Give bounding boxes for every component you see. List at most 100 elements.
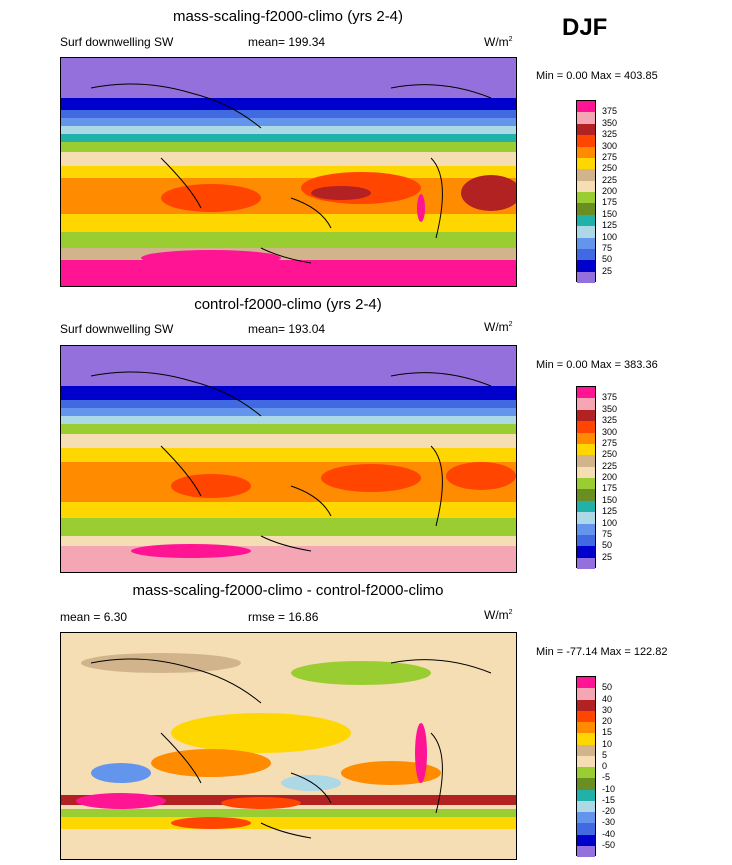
panel-2-minmax-label: Min = 0.00 Max = 383.36 [536, 359, 658, 371]
colorbar-tick-label: -15 [602, 794, 616, 805]
colorbar-tick-label: 300 [602, 140, 618, 151]
colorbar-tick-label: 40 [602, 693, 613, 704]
colorbar-swatch [577, 101, 595, 113]
colorbar-swatch [577, 557, 595, 569]
colorbar-tick-label: 50 [602, 254, 613, 265]
colorbar-tick-label: 100 [602, 231, 618, 242]
colorbar-tick-label: 0 [602, 761, 608, 771]
colorbar-swatch [577, 271, 595, 283]
panel-3-title: mass-scaling-f2000-climo - control-f2000… [132, 582, 444, 599]
colorbar-swatch [577, 455, 595, 467]
colorbar-tick-label: 350 [602, 403, 618, 414]
colorbar-swatch [577, 800, 595, 812]
colorbar-swatch [577, 489, 595, 501]
colorbar-tick-label: 150 [602, 494, 618, 505]
colorbar-tick-label: 50 [602, 682, 613, 693]
colorbar-swatch [577, 834, 595, 846]
colorbar-tick-label: -10 [602, 783, 616, 794]
colorbar-swatch [577, 226, 595, 238]
colorbar-tick-label: 50 [602, 540, 613, 551]
colorbar-tick-label: -30 [602, 817, 616, 828]
season-label: DJF [562, 14, 608, 41]
panel-1-mean-label: mean= 199.34 [248, 35, 326, 49]
colorbar-tick-label: 125 [602, 506, 618, 517]
colorbar-swatch [577, 546, 595, 558]
colorbar-tick-label: 300 [602, 426, 618, 437]
colorbar-swatch [577, 203, 595, 215]
colorbar-tick-label: 250 [602, 449, 618, 460]
colorbar-tick-label: -20 [602, 806, 616, 816]
panel-2-units-label: W/m2 [484, 320, 513, 334]
colorbar-tick-label: 30 [602, 704, 613, 715]
colorbar-swatch [577, 722, 595, 734]
colorbar-tick-label: 275 [602, 151, 618, 162]
colorbar-tick-label: 75 [602, 242, 613, 253]
colorbar-swatch [577, 710, 595, 722]
colorbar-tick-label: 250 [602, 163, 618, 174]
colorbar-tick-label: 75 [602, 528, 613, 539]
colorbar-swatch [577, 733, 595, 745]
colorbar-swatch [577, 778, 595, 790]
colorbar-swatch [577, 744, 595, 756]
colorbar-swatch [577, 688, 595, 700]
panel-1-map [60, 57, 517, 287]
colorbar-tick-label: 175 [602, 197, 618, 208]
panel-1-title: mass-scaling-f2000-climo (yrs 2-4) [172, 8, 404, 25]
colorbar-tick-label: -40 [602, 828, 616, 839]
panel-3-colorbar: 50 40 30 20 15 10 5 0 -5 -10 -15 -20 -30 -40 -50 [576, 676, 636, 857]
panel-2-colorbar: 375 350 325 300 275 250 225 200 175 150 125 100 75 50… [576, 386, 636, 569]
colorbar-tick-label: 325 [602, 415, 618, 426]
colorbar-swatches [576, 386, 596, 569]
colorbar-swatch [577, 500, 595, 513]
colorbar-swatch [577, 260, 595, 272]
colorbar-tick-label: 375 [602, 392, 618, 403]
colorbar-swatches [576, 100, 596, 283]
colorbar-tick-label: 25 [602, 265, 613, 276]
colorbar-tick-label: 325 [602, 129, 618, 140]
colorbar-swatch [577, 135, 595, 147]
colorbar-swatches [576, 676, 596, 857]
colorbar-swatch [577, 789, 595, 801]
colorbar-swatch [577, 180, 595, 192]
colorbar-tick-label: 225 [602, 460, 618, 471]
colorbar-swatch [577, 112, 595, 124]
panel-1-colorbar: 375 350 325 300 275 250 225 200 175 150 125 100 75 50… [576, 100, 636, 283]
panel-2-map [60, 345, 517, 573]
colorbar-swatch [577, 214, 595, 227]
colorbar-swatch [577, 443, 595, 456]
colorbar-swatch [577, 237, 595, 249]
colorbar-swatch [577, 534, 595, 547]
colorbar-swatch [577, 466, 595, 478]
panel-1-units-label: W/m2 [484, 35, 513, 49]
colorbar-tick-label: 15 [602, 727, 613, 738]
panel-2-variable-label: Surf downwelling SW [60, 322, 174, 336]
colorbar-swatch [577, 478, 595, 490]
colorbar-tick-label: 200 [602, 186, 618, 196]
colorbar-swatch [577, 192, 595, 204]
panel-3-minmax-label: Min = -77.14 Max = 122.82 [536, 646, 668, 658]
colorbar-swatch [577, 123, 595, 136]
colorbar-swatch [577, 387, 595, 399]
panel-3-rmse-label: rmse = 16.86 [248, 610, 319, 624]
colorbar-tick-label: 375 [602, 106, 618, 117]
colorbar-swatch [577, 812, 595, 824]
colorbar-tick-label: 125 [602, 220, 618, 231]
colorbar-swatch [577, 421, 595, 433]
colorbar-tick-label: 275 [602, 437, 618, 448]
colorbar-swatch [577, 432, 595, 444]
colorbar-swatch [577, 767, 595, 779]
colorbar-tick-label: -50 [602, 839, 616, 850]
panel-3-mean-label: mean = 6.30 [60, 610, 128, 624]
colorbar-swatch [577, 823, 595, 835]
colorbar-swatch [577, 248, 595, 261]
panel-2-title: control-f2000-climo (yrs 2-4) [194, 296, 382, 313]
colorbar-swatch [577, 523, 595, 535]
colorbar-tick-label: 5 [602, 749, 608, 760]
colorbar-swatch [577, 398, 595, 410]
colorbar-tick-label: 100 [602, 517, 618, 528]
colorbar-tick-label: 20 [602, 716, 613, 726]
colorbar-tick-label: 10 [602, 738, 613, 749]
colorbar-swatch [577, 755, 595, 767]
colorbar-tick-label: -5 [602, 772, 611, 783]
panel-3-map [60, 632, 517, 860]
